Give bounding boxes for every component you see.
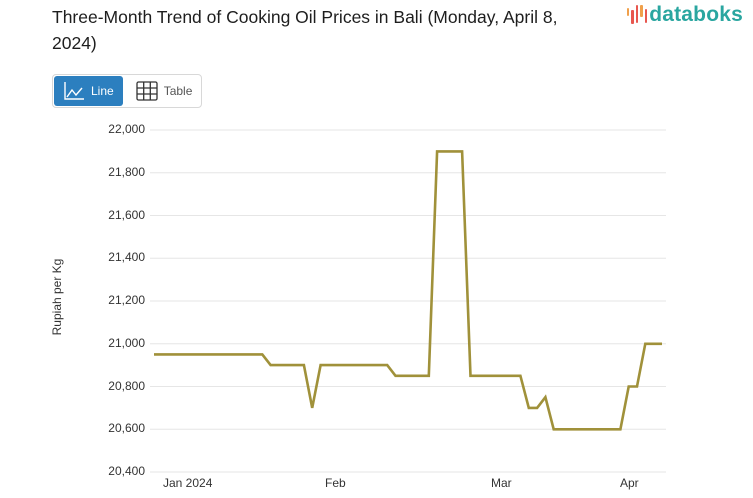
logo-bars-icon [626,3,648,27]
y-axis-title: Rupiah per Kg [50,258,64,336]
y-tick-label: 21,600 [108,207,145,222]
logo-text: databoks [649,3,743,26]
line-view-button[interactable]: Line [54,76,123,106]
x-tick-label: Apr [620,476,639,490]
y-tick-label: 21,800 [108,164,145,179]
line-chart-icon [64,82,84,100]
x-tick-label: Feb [325,476,346,490]
databoks-logo[interactable]: databoks [626,3,743,27]
table-view-button[interactable]: Table [124,75,203,107]
x-tick-label: Mar [491,476,512,490]
x-tick-label: Jan 2024 [163,476,213,490]
line-view-label: Line [91,84,114,98]
chart-title: Three-Month Trend of Cooking Oil Prices … [52,7,558,53]
y-tick-label: 20,400 [108,464,145,478]
y-tick-label: 20,800 [108,378,145,393]
y-tick-label: 21,200 [108,293,145,307]
y-tick-label: 21,400 [108,250,145,265]
y-tick-label: 22,000 [108,122,145,136]
y-tick-label: 20,600 [108,421,145,436]
view-toggle: Line Table [52,74,202,108]
table-view-label: Table [163,84,193,98]
table-grid-icon [136,81,158,101]
price-line[interactable] [154,150,662,431]
y-tick-label: 21,000 [108,335,145,350]
